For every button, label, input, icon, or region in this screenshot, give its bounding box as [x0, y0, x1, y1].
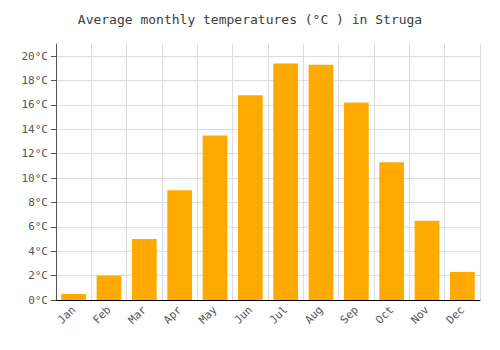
svg-text:Apr: Apr: [161, 303, 184, 326]
svg-text:12°C: 12°C: [22, 147, 49, 160]
svg-text:16°C: 16°C: [22, 98, 49, 111]
svg-text:2°C: 2°C: [28, 269, 48, 282]
svg-text:0°C: 0°C: [28, 294, 48, 307]
svg-text:Jul: Jul: [267, 303, 290, 326]
svg-text:20°C: 20°C: [22, 50, 49, 63]
svg-text:18°C: 18°C: [22, 74, 49, 87]
svg-text:8°C: 8°C: [28, 196, 48, 209]
svg-text:Feb: Feb: [90, 303, 113, 326]
svg-text:Oct: Oct: [373, 303, 396, 326]
svg-text:14°C: 14°C: [22, 123, 49, 136]
svg-text:May: May: [196, 303, 219, 326]
svg-text:Mar: Mar: [126, 303, 149, 326]
svg-text:4°C: 4°C: [28, 245, 48, 258]
svg-text:Nov: Nov: [408, 303, 431, 326]
svg-text:10°C: 10°C: [22, 172, 49, 185]
svg-text:Jun: Jun: [232, 303, 255, 326]
svg-text:6°C: 6°C: [28, 220, 48, 233]
svg-text:Jan: Jan: [55, 303, 78, 326]
svg-text:Average monthly temperatures (: Average monthly temperatures (°C ) in St…: [78, 12, 422, 27]
svg-text:Sep: Sep: [338, 303, 361, 326]
svg-text:Aug: Aug: [302, 303, 325, 326]
svg-text:Dec: Dec: [444, 303, 467, 326]
